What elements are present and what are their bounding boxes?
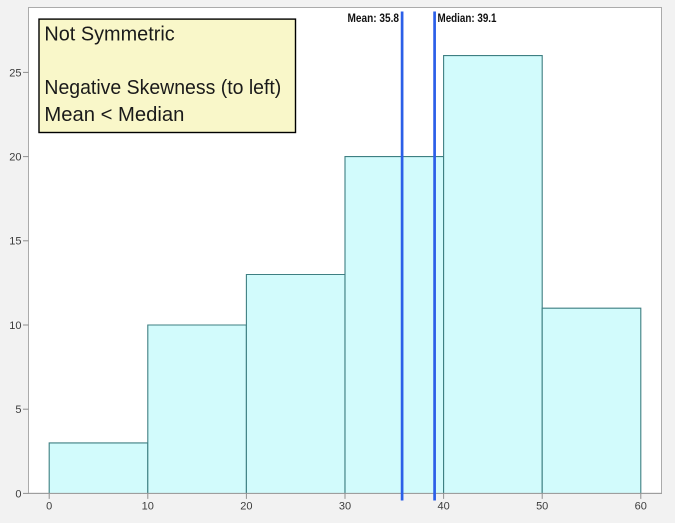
svg-text:10: 10: [142, 501, 154, 513]
svg-text:30: 30: [339, 501, 351, 513]
svg-text:40: 40: [437, 501, 449, 513]
svg-text:15: 15: [9, 236, 21, 248]
svg-text:25: 25: [9, 67, 21, 79]
svg-text:Negative Skewness (to left): Negative Skewness (to left): [44, 77, 281, 99]
svg-text:Median: 39.1: Median: 39.1: [438, 13, 498, 25]
svg-text:10: 10: [9, 320, 21, 332]
svg-text:Not Symmetric: Not Symmetric: [44, 23, 174, 45]
svg-text:Mean: 35.8: Mean: 35.8: [348, 13, 400, 25]
svg-text:5: 5: [15, 404, 21, 416]
svg-text:0: 0: [15, 488, 21, 500]
svg-text:0: 0: [46, 501, 52, 513]
svg-text:50: 50: [536, 501, 548, 513]
svg-text:20: 20: [240, 501, 252, 513]
svg-text:20: 20: [9, 152, 21, 164]
svg-text:60: 60: [635, 501, 647, 513]
svg-text:Mean < Median: Mean < Median: [44, 104, 184, 126]
